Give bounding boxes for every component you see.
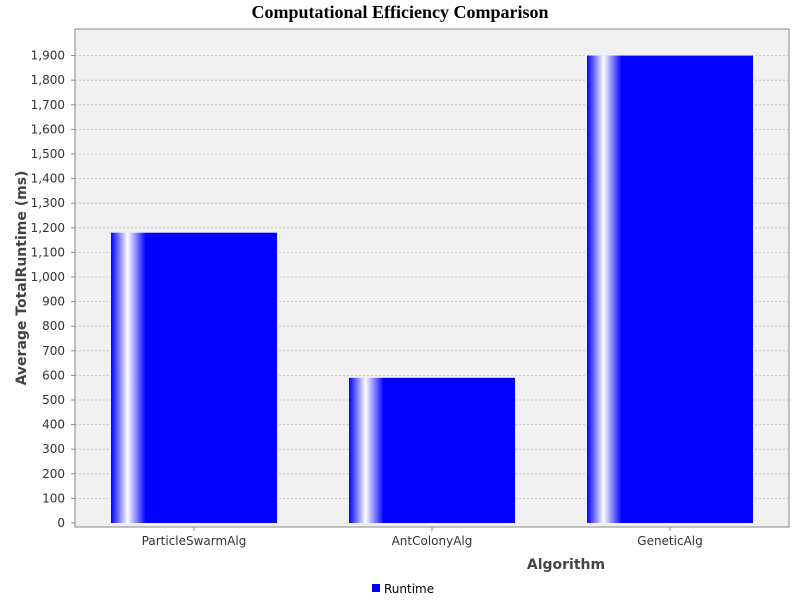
y-tick-label: 400 <box>42 418 65 432</box>
x-axis: ParticleSwarmAlg AntColonyAlg GeneticAlg <box>142 527 703 548</box>
y-tick-label: 1,800 <box>31 73 65 87</box>
y-tick-label: 600 <box>42 368 65 382</box>
y-tick-label: 900 <box>42 295 65 309</box>
chart-title: Computational Efficiency Comparison <box>252 2 549 22</box>
y-tick-label: 200 <box>42 467 65 481</box>
bar-ParticleSwarmAlg <box>111 232 277 523</box>
y-axis-label: Average TotalRuntime (ms) <box>14 171 30 386</box>
bar-GeneticAlg <box>587 55 753 523</box>
y-tick-label: 1,100 <box>31 245 65 259</box>
bar-AntColonyAlg <box>349 377 515 523</box>
legend-label: Runtime <box>384 582 434 596</box>
y-axis: 0 100 200 300 400 500 600 700 800 900 1,000 1,100 1,… <box>31 49 75 530</box>
x-tick-label: GeneticAlg <box>637 534 702 548</box>
y-tick-label: 1,700 <box>31 98 65 112</box>
y-tick-label: 300 <box>42 442 65 456</box>
y-tick-label: 1,600 <box>31 122 65 136</box>
x-tick-label: AntColonyAlg <box>392 534 473 548</box>
y-tick-label: 1,300 <box>31 196 65 210</box>
y-tick-label: 500 <box>42 393 65 407</box>
y-tick-label: 0 <box>57 516 65 530</box>
legend-swatch <box>372 584 380 592</box>
y-tick-label: 1,400 <box>31 172 65 186</box>
x-tick-label: ParticleSwarmAlg <box>142 534 247 548</box>
y-tick-label: 700 <box>42 344 65 358</box>
y-tick-label: 1,500 <box>31 147 65 161</box>
x-axis-label: Algorithm <box>527 557 605 573</box>
y-tick-label: 100 <box>42 491 65 505</box>
y-tick-label: 1,900 <box>31 49 65 63</box>
legend: Runtime <box>372 582 434 596</box>
bars <box>111 55 753 523</box>
y-tick-label: 800 <box>42 319 65 333</box>
y-tick-label: 1,200 <box>31 221 65 235</box>
y-tick-label: 1,000 <box>31 270 65 284</box>
